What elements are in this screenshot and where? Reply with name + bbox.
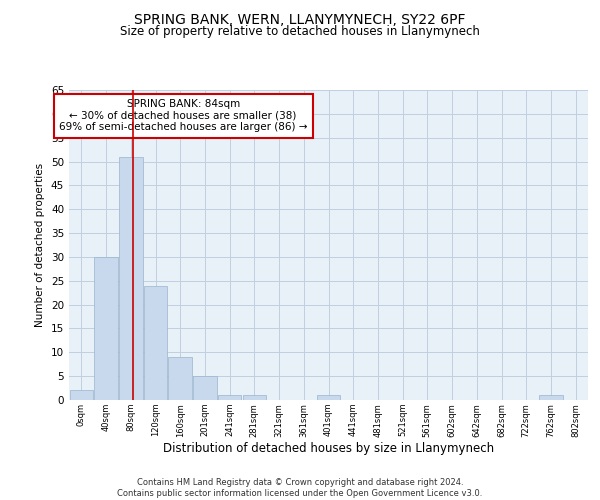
Bar xyxy=(218,395,241,400)
Bar xyxy=(70,390,93,400)
Text: Contains HM Land Registry data © Crown copyright and database right 2024.
Contai: Contains HM Land Registry data © Crown c… xyxy=(118,478,482,498)
Bar xyxy=(169,357,192,400)
Bar xyxy=(94,257,118,400)
X-axis label: Distribution of detached houses by size in Llanymynech: Distribution of detached houses by size … xyxy=(163,442,494,455)
Bar xyxy=(317,395,340,400)
Bar xyxy=(119,157,143,400)
Bar xyxy=(144,286,167,400)
Bar xyxy=(539,395,563,400)
Text: SPRING BANK, WERN, LLANYMYNECH, SY22 6PF: SPRING BANK, WERN, LLANYMYNECH, SY22 6PF xyxy=(134,12,466,26)
Text: SPRING BANK: 84sqm
← 30% of detached houses are smaller (38)
69% of semi-detache: SPRING BANK: 84sqm ← 30% of detached hou… xyxy=(59,100,307,132)
Bar xyxy=(242,395,266,400)
Text: Size of property relative to detached houses in Llanymynech: Size of property relative to detached ho… xyxy=(120,25,480,38)
Y-axis label: Number of detached properties: Number of detached properties xyxy=(35,163,46,327)
Bar xyxy=(193,376,217,400)
